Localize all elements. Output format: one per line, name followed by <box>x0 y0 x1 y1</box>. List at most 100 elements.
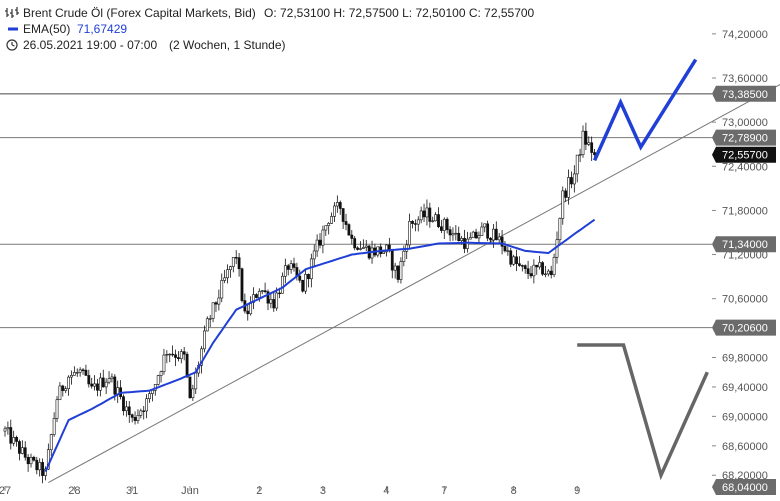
candle-body-down <box>353 238 357 249</box>
candle <box>451 227 455 241</box>
ema-value: 71,67429 <box>77 22 127 36</box>
candle <box>148 390 151 403</box>
candle-body-up <box>226 269 229 279</box>
candle <box>506 246 510 256</box>
candle <box>416 216 420 232</box>
y-tick-label: 72,40000 <box>722 161 768 173</box>
candle-body-up <box>335 202 339 207</box>
candle-body-down <box>130 414 134 418</box>
candle <box>35 456 39 475</box>
candle <box>382 251 385 255</box>
candle-body-down <box>396 265 400 280</box>
candle-body-up <box>465 238 469 249</box>
candle-body-down <box>593 152 596 156</box>
x-tick-label: 31 <box>126 485 138 497</box>
candle-body-up <box>283 265 287 277</box>
candle-body-down <box>171 353 175 356</box>
candle <box>205 316 209 332</box>
bullish-scenario-arrow <box>593 58 698 162</box>
candle <box>425 199 429 226</box>
candle-body-down <box>185 353 189 378</box>
candle <box>437 207 440 229</box>
candle <box>101 369 105 388</box>
candle-body-down <box>9 427 13 444</box>
candle-body-down <box>474 231 478 239</box>
candle <box>535 264 539 275</box>
candle-body-up <box>312 250 316 260</box>
candle <box>41 458 44 484</box>
candle-body-down <box>101 377 105 388</box>
candle <box>133 411 137 425</box>
candle <box>124 400 128 417</box>
candle <box>333 202 336 222</box>
candle <box>61 384 65 397</box>
candle <box>538 255 542 270</box>
candle-body-up <box>139 410 143 416</box>
candle <box>338 200 342 215</box>
candle <box>226 264 229 284</box>
candle <box>518 256 521 267</box>
candle <box>110 373 114 383</box>
candle <box>15 435 18 447</box>
candle <box>292 257 296 272</box>
candle-body-up <box>492 228 495 241</box>
candle <box>136 409 140 424</box>
candle <box>549 265 553 279</box>
candle <box>353 236 357 251</box>
candle <box>434 212 438 222</box>
candle <box>289 260 293 274</box>
candle-body-up <box>552 256 556 276</box>
candle <box>220 273 224 303</box>
candle-body-up <box>572 173 576 185</box>
candle <box>171 345 175 357</box>
candle <box>304 269 307 295</box>
candle <box>223 269 227 284</box>
x-tick-label: 2 <box>256 485 262 497</box>
candle-body-down <box>127 406 131 416</box>
candle-body-up <box>419 210 423 221</box>
candle <box>200 346 203 374</box>
candle <box>489 237 492 243</box>
candle-body-up <box>333 205 336 217</box>
candle-body-up <box>327 223 331 226</box>
candle-body-up <box>20 447 24 454</box>
candle <box>3 426 7 437</box>
candle <box>408 213 412 249</box>
price-label-box <box>712 129 776 146</box>
candle-body-up <box>231 257 235 267</box>
candle-body-down <box>422 210 426 218</box>
x-tick-label: 28 <box>68 485 80 497</box>
candle <box>445 217 449 234</box>
candle <box>344 213 348 231</box>
candle <box>480 222 484 236</box>
candle <box>26 454 30 472</box>
candle-body-up <box>55 399 59 419</box>
candle <box>185 351 189 379</box>
candle <box>356 246 359 251</box>
candle <box>463 229 466 254</box>
candle-body-up <box>12 437 16 444</box>
candle-body-down <box>489 237 492 241</box>
candle <box>229 265 232 278</box>
candle <box>139 408 143 419</box>
candle-body-up <box>442 218 446 231</box>
y-tick-label: 69,00000 <box>722 411 768 423</box>
ema-line <box>44 218 596 473</box>
candle-body-down <box>457 232 461 241</box>
candle <box>72 366 76 376</box>
candle-body-down <box>246 310 250 315</box>
candle-body-down <box>570 177 573 185</box>
candle <box>145 394 149 419</box>
candle <box>12 430 16 447</box>
candle-body-down <box>535 264 539 268</box>
candle-body-down <box>338 202 342 209</box>
candle-body-up <box>402 250 406 262</box>
candle-body-up <box>544 273 547 276</box>
candle-body-up <box>483 223 487 228</box>
ema-label: EMA(50) <box>23 22 70 36</box>
candle-body-up <box>581 130 585 155</box>
candle <box>243 293 247 314</box>
candle <box>191 384 195 401</box>
candle-body-up <box>208 318 212 320</box>
